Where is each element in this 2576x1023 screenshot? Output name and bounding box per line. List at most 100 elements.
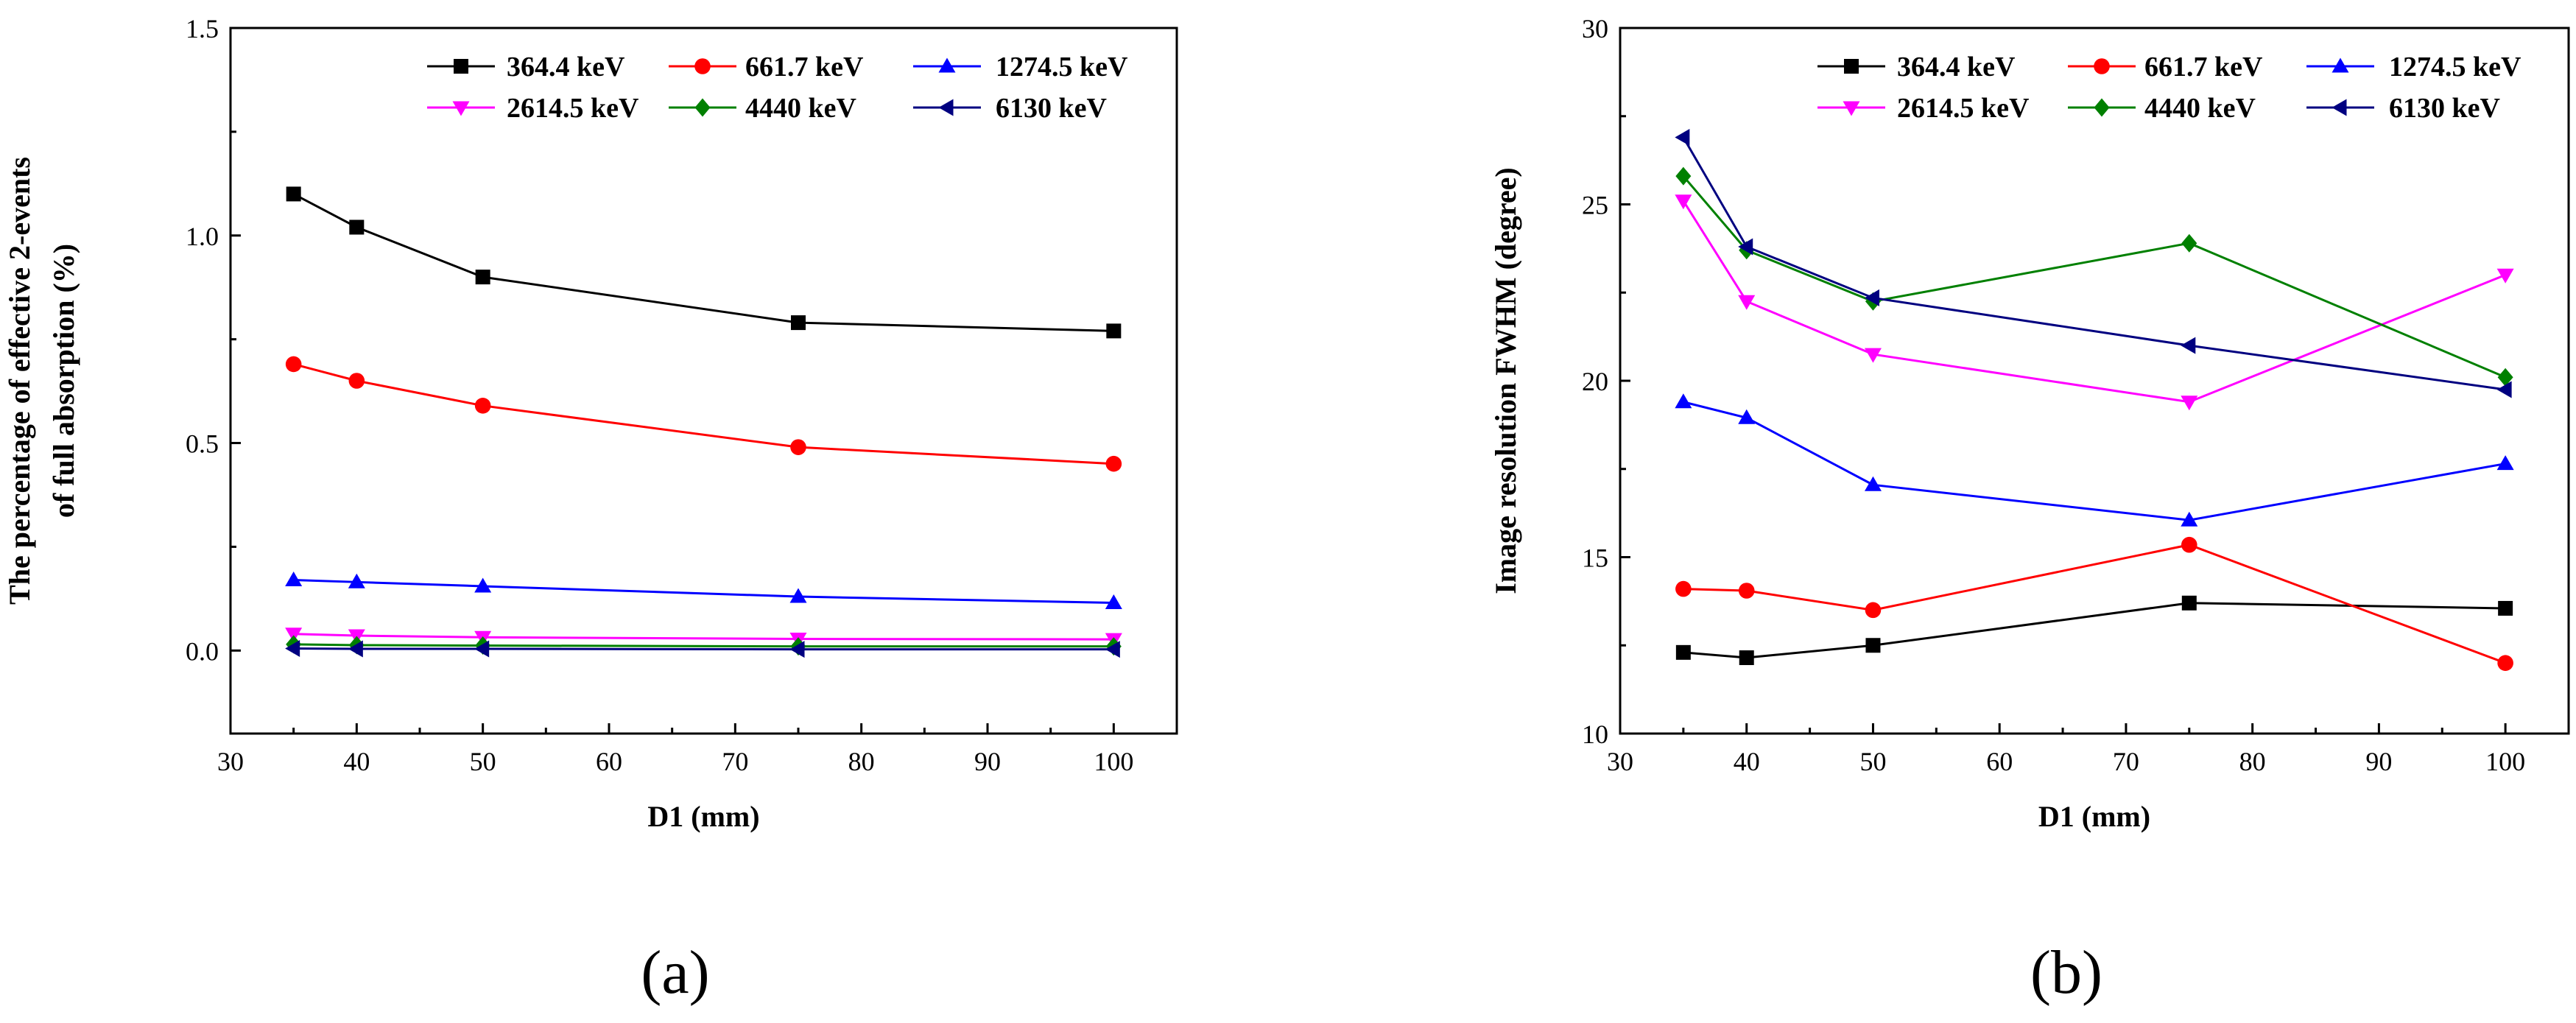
x-axis-title-b: D1 (mm)	[2038, 800, 2150, 833]
point-a-2-2	[474, 577, 492, 593]
panel-label-b: (b)	[2030, 938, 2102, 1007]
point-b-2-4	[2496, 455, 2514, 471]
series-line-a-3	[293, 633, 1114, 641]
legend-label-b-5: 6130 keV	[2389, 93, 2501, 124]
series-line-a-2	[293, 578, 1114, 604]
point-b-4-0	[1675, 166, 1692, 186]
legend-marker-b-0	[1844, 59, 1859, 74]
point-b-3-0	[1675, 194, 1692, 210]
x-tick-label-a-5: 80	[848, 747, 875, 776]
x-tick-label-b-7: 100	[2485, 747, 2525, 776]
x-tick-label-a-2: 50	[470, 747, 496, 776]
y-tick-label-a-3: 1.5	[186, 14, 219, 43]
x-tick-label-a-7: 100	[1094, 747, 1133, 776]
y-tick-label-b-4: 30	[1582, 14, 1608, 43]
series-line-a-0	[292, 193, 1114, 332]
point-a-1-3	[790, 439, 806, 455]
x-tick-label-b-4: 70	[2113, 747, 2139, 776]
legend-label-a-1: 661.7 keV	[745, 52, 864, 82]
point-b-0-2	[1865, 638, 1881, 653]
legend-marker-a-4	[694, 98, 711, 117]
legend-label-a-3: 2614.5 keV	[507, 93, 639, 124]
y-tick-label-b-1: 15	[1582, 544, 1608, 573]
point-b-2-0	[1675, 393, 1692, 409]
legend-label-b-4: 4440 keV	[2144, 93, 2256, 124]
series-line-a-4	[293, 643, 1114, 648]
point-a-2-3	[789, 588, 807, 603]
legend-label-b-3: 2614.5 keV	[1897, 93, 2030, 124]
point-b-1-0	[1675, 580, 1692, 597]
x-tick-label-b-6: 90	[2365, 747, 2392, 776]
legend-label-a-5: 6130 keV	[996, 93, 1108, 124]
y-axis-title-a-1: of full absorption (%)	[47, 244, 80, 518]
x-tick-label-a-4: 70	[722, 747, 748, 776]
point-b-0-1	[1739, 650, 1754, 666]
point-b-0-0	[1675, 644, 1691, 660]
point-a-5-4	[1105, 641, 1120, 658]
x-tick-label-b-2: 50	[1859, 747, 1886, 776]
y-axis-title-a-0: The percentage of effective 2-events	[3, 157, 36, 605]
series-line-b-5	[1682, 136, 2506, 391]
point-b-1-3	[2181, 536, 2197, 553]
x-tick-label-a-3: 60	[596, 747, 622, 776]
legend-label-b-1: 661.7 keV	[2144, 52, 2263, 82]
point-b-4-4	[2497, 368, 2513, 387]
legend-marker-b-4	[2094, 98, 2110, 117]
point-b-2-2	[1864, 476, 1882, 491]
legend-label-b-0: 364.4 keV	[1897, 52, 2016, 82]
chart-a: 30 40 50 60 70 80 90 100 0.0 0.5 1.0 1.5 D1 (mm) The …	[3, 14, 1178, 1007]
point-b-2-1	[1738, 409, 1756, 424]
point-b-3-4	[2496, 268, 2514, 284]
point-b-2-3	[2181, 511, 2198, 527]
plot-frame-b	[1619, 27, 2570, 735]
series-line-a-1	[293, 363, 1114, 465]
point-b-3-2	[1864, 348, 1882, 363]
x-tick-label-a-0: 30	[217, 747, 244, 776]
y-tick-label-b-2: 20	[1582, 367, 1608, 396]
series-line-b-1	[1683, 544, 2506, 664]
series-line-b-2	[1683, 401, 2506, 521]
legend-marker-b-1	[2094, 58, 2110, 74]
y-tick-label-a-1: 0.5	[186, 429, 219, 459]
point-a-2-4	[1105, 594, 1122, 609]
x-tick-label-b-3: 60	[1986, 747, 2013, 776]
point-b-3-3	[2181, 396, 2198, 411]
legend-marker-a-3	[452, 101, 470, 116]
point-b-1-1	[1738, 583, 1755, 599]
legend-marker-a-0	[454, 59, 468, 74]
point-a-1-4	[1105, 455, 1122, 472]
point-a-5-1	[348, 640, 363, 658]
point-a-0-1	[349, 219, 365, 235]
point-b-4-3	[2181, 233, 2197, 253]
x-tick-label-b-0: 30	[1607, 747, 1633, 776]
point-b-0-3	[2181, 595, 2197, 611]
point-a-5-2	[474, 640, 490, 658]
point-b-5-3	[2181, 337, 2196, 354]
point-a-1-0	[285, 356, 302, 373]
point-b-5-2	[1864, 289, 1879, 306]
y-tick-label-b-3: 25	[1582, 191, 1608, 220]
point-b-5-1	[1738, 238, 1753, 256]
y-tick-label-a-2: 1.0	[186, 222, 219, 251]
legend-marker-a-1	[694, 58, 711, 74]
point-b-5-4	[2496, 381, 2512, 398]
legend-marker-b-5	[2332, 99, 2347, 116]
legend-label-b-2: 1274.5 keV	[2389, 52, 2522, 82]
legend-label-a-2: 1274.5 keV	[996, 52, 1128, 82]
point-b-0-4	[2498, 600, 2513, 616]
plot-frame-a	[229, 27, 1178, 735]
y-tick-label-a-0: 0.0	[186, 636, 219, 666]
point-a-2-0	[285, 571, 303, 586]
point-a-0-0	[286, 186, 301, 202]
chart-b: 30 40 50 60 70 80 90 100 10 15 20 25 30 D1 (mm) Image …	[1489, 14, 2570, 1007]
series-line-b-0	[1683, 602, 2506, 659]
legend-marker-b-2	[2332, 57, 2349, 73]
point-a-0-2	[475, 270, 490, 285]
x-tick-label-b-1: 40	[1734, 747, 1760, 776]
y-axis-title-b-0: Image resolution FWHM (degree)	[1489, 167, 1522, 594]
point-a-3-0	[285, 627, 303, 643]
point-a-5-0	[285, 639, 300, 657]
legend-marker-a-2	[938, 57, 956, 73]
x-tick-label-a-1: 40	[343, 747, 370, 776]
